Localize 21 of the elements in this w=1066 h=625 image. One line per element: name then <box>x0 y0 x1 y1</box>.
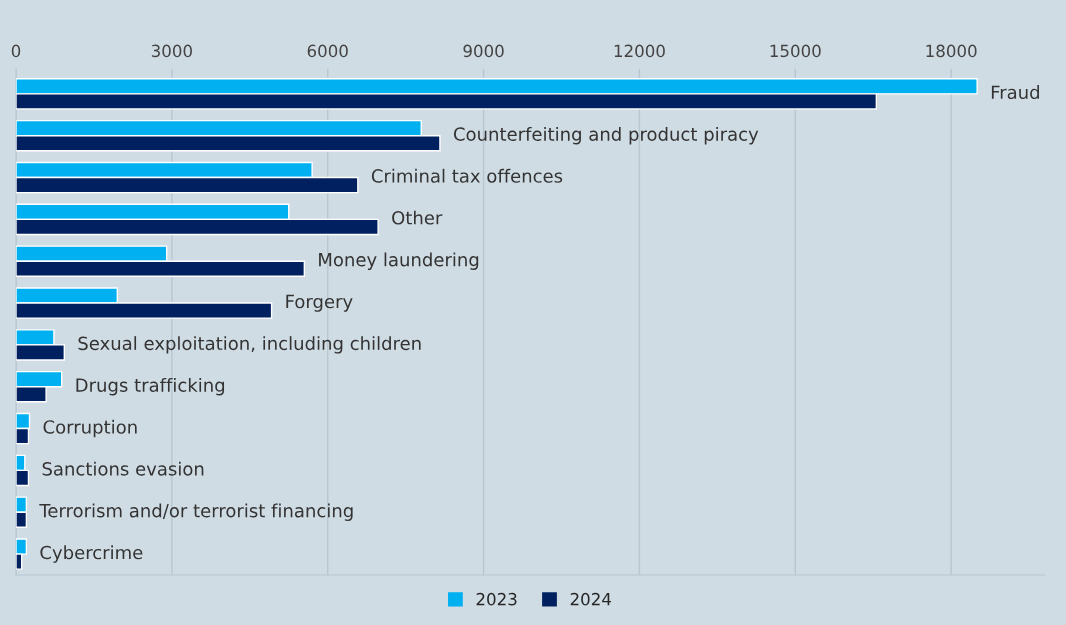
x-tick-label: 0 <box>11 44 21 58</box>
x-tick-label: 6000 <box>307 44 348 58</box>
y-tick-label: Corruption <box>43 419 137 438</box>
y-tick-label: Money laundering <box>319 252 479 270</box>
y-tick-label: Forgery <box>286 294 353 312</box>
y-tick-label: Criminal tax offences <box>371 168 563 183</box>
x-tick-label: 18000 <box>926 44 977 58</box>
x-tick-label: 3000 <box>151 44 192 58</box>
legend-label: 2024 <box>570 592 611 606</box>
y-tick-label: Counterfeiting and product piracy <box>453 126 759 145</box>
x-tick-label: 15000 <box>770 44 821 58</box>
y-tick-label: Sanctions evasion <box>42 461 204 476</box>
x-tick-label: 12000 <box>614 44 665 58</box>
y-tick-label: Sexual exploitation, including children <box>78 336 421 354</box>
y-tick-label: Drugs trafficking <box>76 377 225 396</box>
legend-label: 2023 <box>476 592 517 606</box>
y-tick-label: Other <box>392 210 443 225</box>
y-tick-label: Fraud <box>991 85 1039 100</box>
x-tick-label: 9000 <box>463 44 504 58</box>
y-tick-label: Terrorism and/or terrorist financing <box>39 503 353 521</box>
y-tick-label: Cybercrime <box>40 545 143 563</box>
